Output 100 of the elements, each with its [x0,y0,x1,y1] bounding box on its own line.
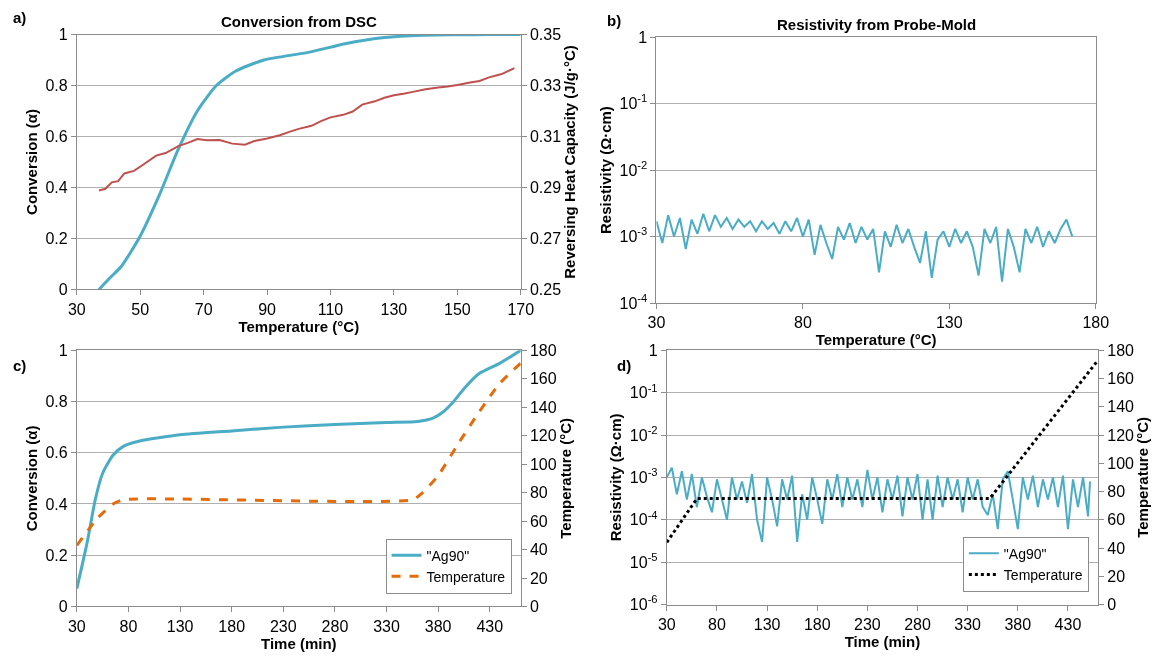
x-tick-label: 280 [321,617,349,635]
x-tick-label: 30 [657,615,676,633]
y-tick-label: 0.4 [45,179,68,197]
y2-tick-label: 140 [1107,398,1135,416]
y-axis-title: Conversion (α) [22,425,40,532]
y-axis-title: Resistivity (Ω·cm) [596,106,614,235]
y-tick-label: 10$^{-2}$ [619,158,648,179]
y-axis-title: Resistivity (Ω·cm) [607,413,625,542]
y2-tick-label: 120 [529,427,557,445]
y2-tick-label: 60 [1107,511,1126,529]
text: d) [617,357,632,374]
legend-label: "Ag90" [1003,545,1047,562]
x-tick-label: 180 [1082,314,1110,332]
y2-tick-label: 180 [1107,341,1135,359]
y-tick-label: 10$^{-5}$ [629,551,658,571]
y-tick-label: 10$^{-4}$ [619,291,648,312]
x-tick-label: 330 [954,615,982,633]
y-tick-label: 0 [58,281,68,299]
chart-title: Resistivity from Probe-Mold [777,16,977,33]
line-series [76,350,521,591]
y-tick-label: 10$^{-3}$ [629,466,658,486]
y2-tick-label: 0.25 [529,281,562,299]
x-axis-title: Temperature (°C) [238,317,360,335]
x-tick-label: 280 [904,615,931,633]
y2-axis-title: Temperature (°C) [1134,417,1152,538]
x-tick-label: 130 [935,314,963,332]
line-series [76,361,521,547]
y-tick-label: 1 [58,26,68,44]
y-tick-label: 10$^{-3}$ [619,225,648,246]
y2-tick-label: 0.35 [529,26,562,44]
x-tick-label: 430 [1054,615,1082,633]
y2-tick-label: 80 [1107,483,1126,501]
y-tick-label: 0.8 [45,393,68,411]
y-axis-title: Conversion (α) [22,109,40,215]
x-tick-label: 30 [67,300,86,318]
x-tick-label: 130 [166,617,194,635]
y2-tick-label: 100 [1107,454,1135,472]
y2-tick-label: 0.33 [529,77,562,95]
x-axis-title: Time (min) [844,632,921,650]
line-series [656,212,1074,283]
y-tick-label: 10$^{-1}$ [629,381,658,402]
x-tick-label: 130 [380,300,408,318]
y2-tick-label: 160 [1107,370,1135,388]
y-tick-label: 0.6 [45,444,68,462]
x-tick-label: 230 [269,617,297,635]
y2-tick-label: 20 [1107,567,1126,585]
text: a) [13,9,27,26]
x-tick-label: 90 [258,300,277,318]
y2-tick-label: 40 [1107,539,1126,557]
x-tick-label: 430 [476,617,504,635]
y-tick-label: 0.6 [45,128,68,146]
y-tick-label: 0.4 [45,495,68,513]
y2-tick-label: 0.27 [529,230,562,248]
y2-tick-label: 120 [1107,426,1135,444]
y2-tick-label: 0.31 [529,128,562,146]
chart-title: Conversion from DSC [221,13,378,30]
x-tick-label: 330 [373,617,400,635]
legend-label: "Ag90" [426,547,470,564]
y-tick-label: 0.2 [45,546,68,564]
x-tick-label: 80 [708,615,726,633]
x-tick-label: 30 [67,617,86,635]
y-tick-label: 0 [58,598,68,616]
y2-tick-label: 100 [529,455,557,473]
legend-label: Temperature [1003,566,1083,583]
x-tick-label: 180 [803,615,831,633]
y-tick-label: 0.8 [45,77,68,95]
x-tick-label: 130 [753,615,781,633]
x-tick-label: 110 [317,300,344,318]
text: c) [13,357,27,374]
y2-tick-label: 0.29 [529,179,562,197]
y2-tick-label: 180 [529,341,557,359]
x-tick-label: 170 [507,300,535,318]
line-series [98,67,516,192]
y-tick-label: 10$^{-1}$ [619,92,648,113]
text: b) [607,12,622,29]
y2-tick-label: 40 [529,541,548,559]
x-tick-label: 150 [443,300,471,318]
x-tick-label: 80 [793,314,812,332]
y2-tick-label: 0 [1107,596,1117,614]
x-tick-label: 30 [647,314,666,332]
x-tick-label: 50 [131,300,150,318]
x-tick-label: 380 [424,617,452,635]
line-series [666,466,1092,543]
y-tick-label: 1 [638,28,648,46]
x-tick-label: 380 [1004,615,1032,633]
y2-tick-label: 60 [529,512,548,530]
x-tick-label: 80 [119,617,138,635]
y2-axis-title: Reversing Heat Capacity (J/g·°C) [561,45,579,279]
y2-tick-label: 80 [529,484,548,502]
y-tick-label: 10$^{-2}$ [629,423,658,444]
y-tick-label: 1 [648,341,658,359]
y-tick-label: 10$^{-6}$ [629,593,658,614]
y-tick-label: 1 [58,341,68,359]
y-tick-label: 10$^{-4}$ [629,508,658,529]
x-axis-title: Time (min) [261,634,337,652]
y2-tick-label: 20 [529,569,548,587]
y2-tick-label: 140 [529,398,557,416]
y-tick-label: 0.2 [45,230,68,248]
y2-axis-title: Temperature (°C) [556,417,574,539]
y2-tick-label: 160 [529,370,557,388]
